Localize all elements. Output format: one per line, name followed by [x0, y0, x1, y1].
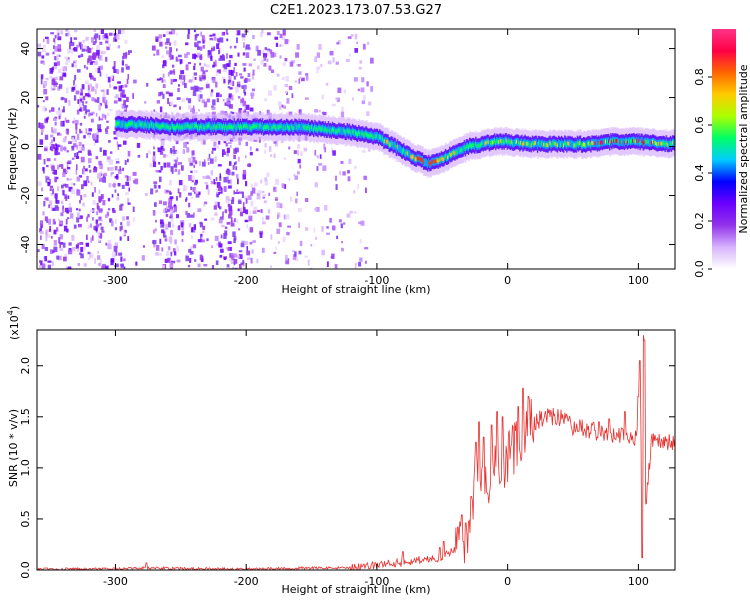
snr-plot-area: [37, 330, 675, 570]
spectrogram-frame: [36, 28, 676, 270]
y-tick-label: -40: [19, 236, 32, 254]
x-tick-label: 100: [628, 575, 649, 588]
spectrogram-ridge: [115, 109, 675, 178]
snr-panel: -300 -200 -100 0 100 0.0 0.5 1.0 1.5 2.0 Height …: [6, 306, 676, 596]
colorbar-label: Normalized spectral amplitude: [737, 64, 750, 233]
colorbar-tick-label: 0.0: [693, 260, 706, 278]
x-tick-label: -200: [234, 575, 259, 588]
snr-x-label: Height of straight line (km): [281, 583, 430, 596]
y-tick-label: 1.0: [19, 459, 32, 477]
colorbar: 0.0 0.2 0.4 0.6 0.8 Normalized spectral ampl…: [693, 29, 750, 278]
colorbar-tick-label: 0.4: [693, 164, 706, 182]
spectrogram-x-label: Height of straight line (km): [281, 283, 430, 296]
y-tick-label: 20: [19, 91, 32, 105]
snr-frame: [36, 329, 676, 571]
x-tick-label: 100: [628, 274, 649, 287]
colorbar-gradient: [712, 29, 736, 269]
snr-x-ticks: -300 -200 -100 0 100: [103, 330, 649, 588]
x-tick-label: 0: [504, 274, 511, 287]
spectrogram-y-label: Frequency (Hz): [6, 108, 19, 191]
snr-y-exponent-base: (x10: [8, 315, 21, 340]
y-tick-label: 0.0: [19, 561, 32, 579]
snr-y-label: SNR (10 * v/v): [7, 409, 20, 487]
chart-title: C2E1.2023.173.07.53.G27: [270, 3, 442, 18]
snr-y-exponent-close: ): [8, 306, 21, 310]
spectrogram-x-ticks: -300 -200 -100 0 100: [103, 29, 649, 287]
y-tick-label: 2.0: [19, 357, 32, 375]
x-tick-label: -200: [234, 274, 259, 287]
snr-series-line: [37, 335, 675, 570]
colorbar-tick-label: 0.2: [693, 212, 706, 230]
spectrogram-y-ticks: -40 -20 0 20 40: [19, 42, 675, 254]
y-tick-label: 40: [19, 42, 32, 56]
y-tick-label: 0: [19, 143, 32, 150]
x-tick-label: 0: [504, 575, 511, 588]
y-tick-label: 0.5: [19, 510, 32, 528]
snr-y-ticks: 0.0 0.5 1.0 1.5 2.0: [19, 357, 675, 579]
spectrogram-scatter: [37, 29, 374, 269]
snr-y-exponent-power: 4: [6, 310, 15, 315]
svg-text:(x104): (x104): [6, 306, 21, 340]
x-tick-label: -300: [103, 274, 128, 287]
colorbar-ticks: 0.0 0.2 0.4 0.6 0.8: [693, 68, 712, 278]
colorbar-tick-label: 0.8: [693, 68, 706, 86]
y-tick-label: -20: [19, 187, 32, 205]
x-tick-label: -100: [364, 274, 389, 287]
x-tick-label: -300: [103, 575, 128, 588]
x-tick-label: -100: [364, 575, 389, 588]
y-tick-label: 1.5: [19, 408, 32, 426]
snr-y-exponent: (x104): [6, 306, 21, 340]
colorbar-tick-label: 0.6: [693, 116, 706, 134]
